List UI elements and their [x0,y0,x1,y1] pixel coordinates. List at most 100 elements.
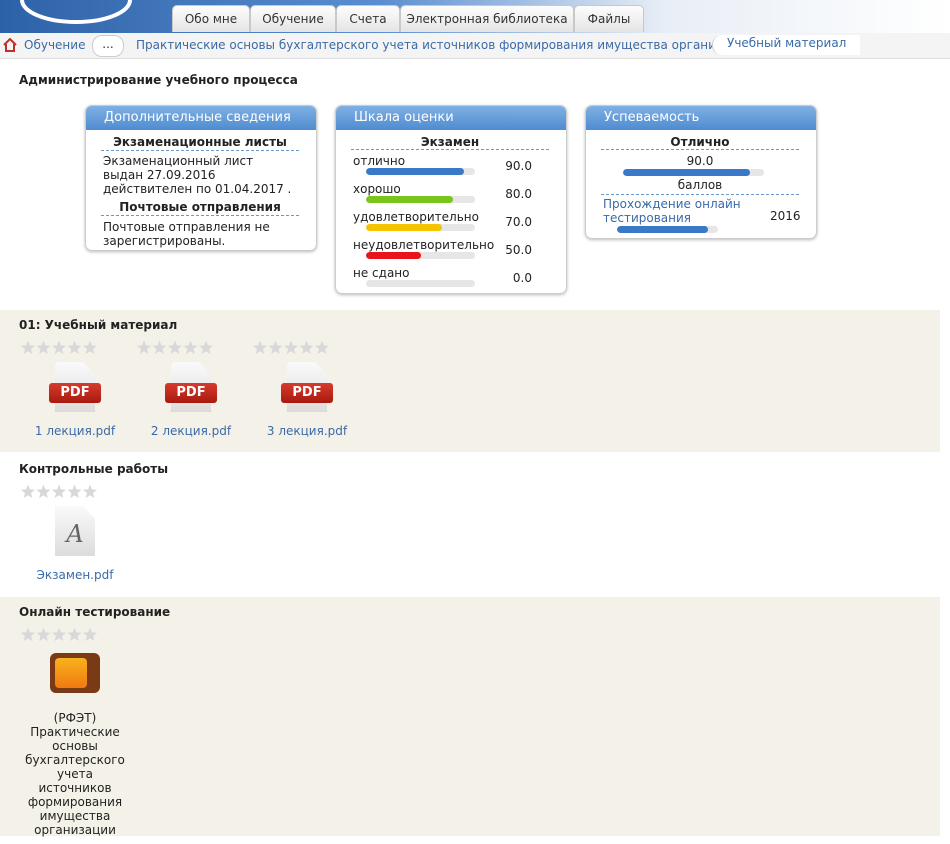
rating[interactable] [20,627,100,643]
card-title: Успеваемость [586,106,816,130]
file-item[interactable]: PDF 3 лекция.pdf [252,340,362,450]
star[interactable] [82,484,98,499]
file-name[interactable]: Экзамен.pdf [36,568,114,582]
section [0,597,940,836]
star[interactable] [198,340,214,355]
star[interactable] [51,484,67,499]
heading: Экзаменационные листы [101,135,299,151]
file-name[interactable]: 1 лекция.pdf [34,424,116,438]
heading: Экзамен [351,135,549,150]
track [366,280,475,287]
star[interactable] [167,340,183,355]
grade-name: удовлетворительно [353,210,479,224]
card-title: Дополнительные сведения [86,106,316,130]
file-item[interactable]: PDF 1 лекция.pdf [20,340,130,450]
star[interactable] [314,340,330,355]
tv-screen [55,658,87,688]
progress-bar [623,169,750,176]
section [0,310,940,452]
star[interactable] [51,627,67,642]
star[interactable] [67,340,82,355]
star[interactable] [82,340,98,355]
grade-name: отлично [353,154,406,168]
section-title: Онлайн тестирование [19,605,171,619]
grade-name: неудовлетворительно [353,238,495,252]
progress-bar [617,226,708,233]
file-name[interactable]: 2 лекция.pdf [150,424,232,438]
test-link[interactable]: Прохождение онлайн тестирования [603,197,741,225]
star[interactable] [20,340,36,355]
star[interactable] [299,340,314,355]
section-title: Контрольные работы [19,462,169,476]
grade-score: 0.0 [512,271,532,285]
rating[interactable] [20,484,100,500]
star[interactable] [152,340,167,355]
info-card: Дополнительные сведения Экзаменационные … [85,105,317,251]
tab[interactable]: Файлы [574,5,644,32]
crumb[interactable]: ... [92,35,124,57]
star[interactable] [36,340,51,355]
heading: Почтовые отправления [101,200,299,216]
grade-score: 90.0 [505,159,532,173]
crumb[interactable]: Практические основы бухгалтерского учета… [136,38,754,52]
star[interactable] [67,484,82,499]
grade-bar [366,168,465,175]
unit: баллов [601,178,799,195]
tab[interactable]: Обучение [250,5,336,32]
track [366,196,475,203]
star[interactable] [67,627,82,642]
tab[interactable]: Электронная библиотека [400,5,574,32]
grade-score: 70.0 [505,215,532,229]
progress-card: Успеваемость Отлично 90.0 баллов Прохожд… [585,105,817,239]
logo [20,0,132,24]
star[interactable] [20,627,36,642]
year: 2016 [770,209,801,223]
heading: Отлично [601,135,799,150]
star[interactable] [20,484,36,499]
star[interactable] [82,627,98,642]
file-item[interactable]: PDF 2 лекция.pdf [136,340,246,450]
star[interactable] [183,340,198,355]
rating[interactable] [252,340,332,356]
pdf-label: PDF [49,383,101,403]
star[interactable] [252,340,268,355]
track [366,224,475,231]
file-item[interactable]: A Экзамен.pdf [20,484,130,594]
file-name[interactable]: 3 лекция.pdf [266,424,348,438]
grade-score: 80.0 [505,187,532,201]
grade-name: не сдано [353,266,410,280]
track [623,169,764,176]
tab[interactable]: Счета [336,5,400,32]
home-icon[interactable] [3,38,17,52]
crumb[interactable]: Обучение [24,38,86,52]
section-title: 01: Учебный материал [19,318,178,332]
track [366,252,475,259]
tab[interactable]: Обо мне [172,5,250,32]
star[interactable] [136,340,152,355]
text: Экзаменационный лист выдан 27.09.2016 де… [103,154,292,196]
test-name[interactable]: (РФЭТ) Практические основы бухгалтерског… [25,711,125,837]
text: Почтовые отправления не зарегистрированы… [103,220,270,248]
file-item[interactable]: (РФЭТ) Практические основы бухгалтерског… [20,627,130,837]
star[interactable] [268,340,283,355]
card-title: Шкала оценки [336,106,566,130]
grade-bar [366,252,421,259]
grade-bar [366,196,454,203]
grade-name: хорошо [353,182,401,196]
star[interactable] [36,484,51,499]
scale-card: Шкала оценки Экзамен отлично 90.0 хорошо 80… [335,105,567,294]
crumb[interactable]: Учебный материал [712,35,861,55]
score: 90.0 [686,154,714,168]
grade-score: 50.0 [505,243,532,257]
pdf-label: PDF [165,383,217,403]
rating[interactable] [20,340,100,356]
pdf-label: PDF [281,383,333,403]
rating[interactable] [136,340,216,356]
track [617,226,718,233]
doc-letter: A [66,520,84,548]
page-title: Администрирование учебного процесса [19,73,298,87]
star[interactable] [283,340,299,355]
star[interactable] [51,340,67,355]
star[interactable] [36,627,51,642]
